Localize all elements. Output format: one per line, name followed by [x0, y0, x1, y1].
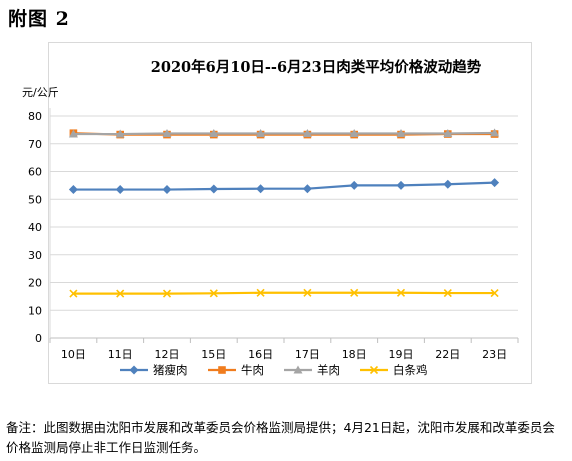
legend-item: 羊肉	[284, 363, 340, 377]
x-tick-label: 17日	[295, 348, 320, 361]
y-tick-label: 0	[35, 332, 42, 345]
y-tick-label: 80	[28, 110, 42, 123]
chart-title: 2020年6月10日--6月23日肉类平均价格波动趋势	[151, 58, 482, 76]
legend-marker	[293, 365, 303, 374]
data-point	[256, 288, 265, 297]
data-point	[349, 128, 359, 137]
x-tick-label: 11日	[108, 348, 133, 361]
legend: 猪瘦肉 牛肉 羊肉 白条鸡	[120, 363, 428, 377]
data-point	[302, 128, 312, 137]
data-point	[209, 184, 219, 194]
data-point	[162, 128, 172, 137]
y-tick-label: 70	[28, 138, 42, 151]
series-line	[73, 181, 495, 191]
y-tick-label: 10	[28, 304, 42, 317]
legend-marker	[369, 365, 379, 375]
y-tick-label: 50	[28, 193, 42, 206]
series-line	[73, 291, 495, 295]
x-tick-label: 16日	[248, 348, 273, 361]
data-point	[162, 185, 172, 195]
series-1	[68, 178, 500, 195]
data-point	[302, 184, 312, 194]
legend-label: 羊肉	[317, 363, 340, 377]
data-point	[209, 128, 219, 137]
data-point	[396, 180, 406, 190]
x-tick-label: 10日	[61, 348, 86, 361]
data-point	[303, 288, 312, 297]
series-3	[68, 128, 500, 138]
x-tick-label: 19日	[389, 348, 414, 361]
chart-frame	[48, 42, 532, 384]
y-tick-label: 20	[28, 277, 42, 290]
figure-label: 附图 2	[8, 8, 70, 30]
y-tick-labels: 0 10 20 30 40 50 60 70 80	[28, 110, 42, 345]
data-point	[256, 128, 266, 137]
data-point	[115, 185, 125, 195]
data-point	[396, 288, 406, 297]
data-point	[396, 128, 406, 137]
series-group	[68, 128, 500, 298]
data-point	[443, 288, 452, 298]
data-point	[256, 184, 266, 194]
x-tick-label: 12日	[155, 348, 180, 361]
legend-item: 猪瘦肉	[120, 363, 188, 377]
data-point	[490, 128, 500, 137]
legend-marker	[218, 366, 226, 374]
data-point	[68, 129, 78, 138]
y-tick-label: 40	[28, 221, 42, 234]
legend-item: 白条鸡	[360, 363, 428, 377]
series-4	[69, 288, 499, 298]
legend-marker	[129, 365, 139, 375]
y-axis-label: 元/公斤	[22, 86, 59, 99]
data-point	[116, 289, 125, 298]
legend-label: 牛肉	[241, 363, 264, 377]
y-tick-label: 60	[28, 166, 42, 179]
line-chart: 2020年6月10日--6月23日肉类平均价格波动趋势 元/公斤 0 10 20 30…	[22, 58, 519, 377]
data-point	[209, 289, 218, 298]
x-tick-label: 18日	[342, 348, 367, 361]
data-point	[162, 289, 172, 298]
x-tick-label: 15日	[201, 348, 226, 361]
legend-item: 牛肉	[208, 363, 264, 377]
data-point	[350, 288, 359, 297]
data-point	[115, 129, 125, 138]
data-point	[490, 178, 500, 188]
x-tick-label: 23日	[482, 348, 507, 361]
data-point	[443, 128, 453, 137]
gridlines	[49, 108, 519, 343]
data-point	[490, 288, 499, 298]
footnote: 备注：此图数据由沈阳市发展和改革委员会价格监测局提供；4月21日起，沈阳市发展和…	[6, 420, 555, 455]
data-point	[349, 180, 359, 190]
data-point	[69, 289, 78, 298]
y-tick-label: 30	[28, 249, 42, 262]
x-tick-labels: 10日 11日 12日 15日 16日 17日 18日 19日 22日 23日	[61, 348, 507, 361]
legend-label: 猪瘦肉	[153, 363, 188, 377]
data-point	[443, 179, 453, 189]
legend-label: 白条鸡	[393, 363, 428, 377]
data-point	[68, 185, 78, 195]
x-tick-label: 22日	[435, 348, 460, 361]
series-line	[73, 131, 495, 136]
